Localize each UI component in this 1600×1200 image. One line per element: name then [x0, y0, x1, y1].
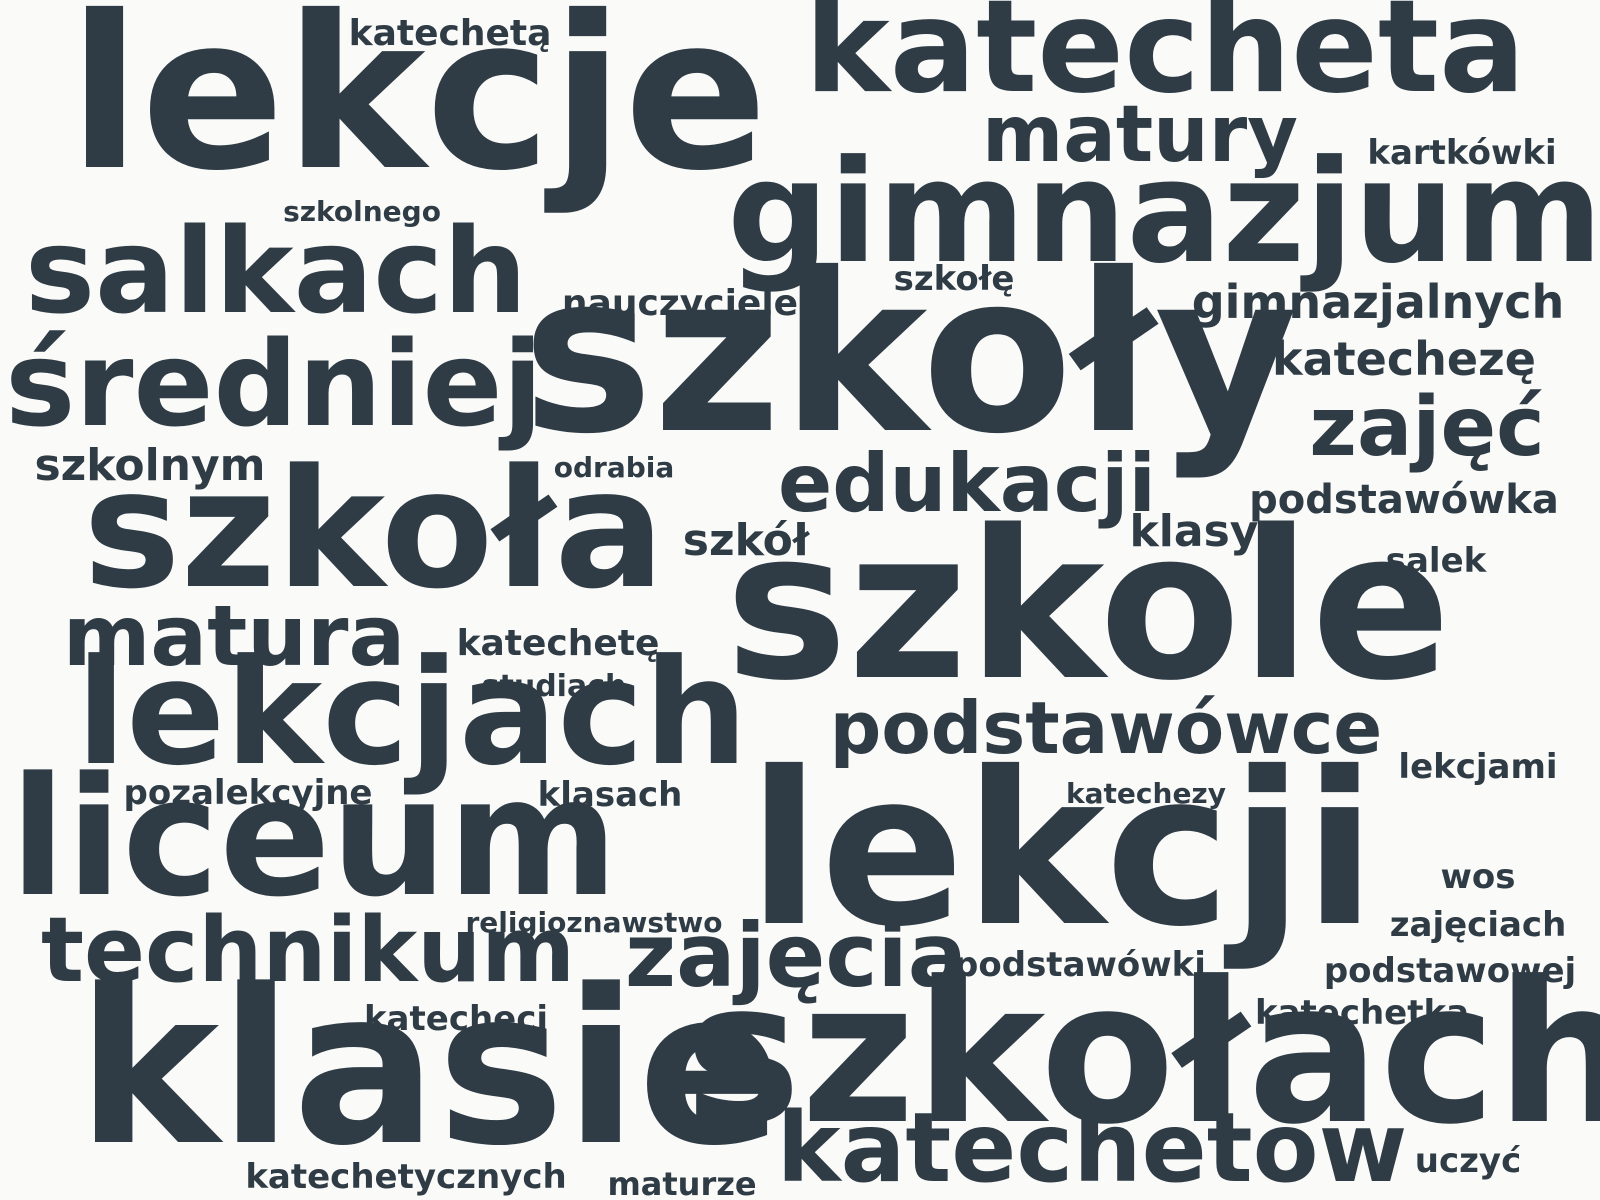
- word-katechetycznych: katechetycznych: [245, 1157, 567, 1197]
- word-katecheze: katechezę: [1271, 332, 1537, 386]
- word-szkoly: szkoły: [522, 226, 1298, 482]
- word-podstawowce: podstawówce: [829, 686, 1383, 770]
- word-klasie: klasie: [77, 944, 783, 1193]
- word-zajec: zajęć: [1309, 380, 1545, 475]
- word-szkol: szkół: [682, 515, 810, 566]
- word-religioznawstwo: religioznawstwo: [465, 906, 723, 939]
- word-sredniej: średniej: [5, 315, 543, 453]
- word-lekcjach: lekcjach: [76, 628, 748, 798]
- word-kartkowki: kartkówki: [1367, 133, 1557, 173]
- word-szkolnym: szkolnym: [34, 440, 266, 491]
- word-maturze: maturze: [607, 1165, 757, 1200]
- word-studiach: studiach: [481, 669, 627, 704]
- word-szkolnego: szkolnego: [283, 195, 441, 228]
- word-wos: wos: [1440, 857, 1516, 897]
- word-uczyc: uczyć: [1414, 1141, 1522, 1181]
- word-szkole2: szkołę: [893, 259, 1015, 299]
- word-katecheta: katecheta: [804, 0, 1526, 122]
- word-szkole: szkole: [725, 486, 1451, 726]
- word-odrabia: odrabia: [553, 451, 675, 484]
- word-gimnazjalnych: gimnazjalnych: [1191, 275, 1565, 329]
- word-katecheta2: katechetą: [348, 13, 552, 54]
- word-lekcji: lekcji: [747, 726, 1377, 973]
- word-salek: salek: [1385, 541, 1487, 581]
- word-liceum: liceum: [9, 742, 619, 933]
- word-podstawowka: podstawówka: [1249, 477, 1559, 523]
- word-klasach: klasach: [537, 775, 683, 815]
- word-edukacji: edukacji: [778, 437, 1156, 530]
- word-katechetka: katechetka: [1254, 993, 1470, 1033]
- word-szkolach: szkołach: [684, 940, 1600, 1168]
- word-katechete: katechetę: [456, 623, 660, 664]
- word-pozalekcyjne: pozalekcyjne: [123, 773, 373, 813]
- word-klasy: klasy: [1129, 506, 1259, 557]
- word-zajecia: zajęcia: [624, 904, 968, 1007]
- word-lekcje: lekcje: [68, 0, 768, 217]
- word-lekcjami: lekcjami: [1398, 747, 1558, 787]
- word-gimnazjum: gimnazjum: [727, 130, 1600, 295]
- word-technikum: technikum: [40, 898, 576, 1003]
- word-nauczyciele: nauczyciele: [561, 283, 799, 324]
- word-szkola: szkoła: [83, 434, 665, 625]
- word-matury: matury: [981, 90, 1299, 180]
- word-katechezy: katechezy: [1066, 777, 1226, 810]
- word-podstawowej: podstawowej: [1323, 951, 1577, 991]
- word-katechetow: katechetów: [776, 1092, 1408, 1200]
- word-matura: matura: [62, 587, 406, 685]
- word-podstawowki: podstawówki: [954, 945, 1206, 985]
- word-katecheci: katecheci: [363, 999, 549, 1039]
- word-zajeciach: zajęciach: [1389, 905, 1567, 945]
- word-salkach: salkach: [24, 202, 528, 340]
